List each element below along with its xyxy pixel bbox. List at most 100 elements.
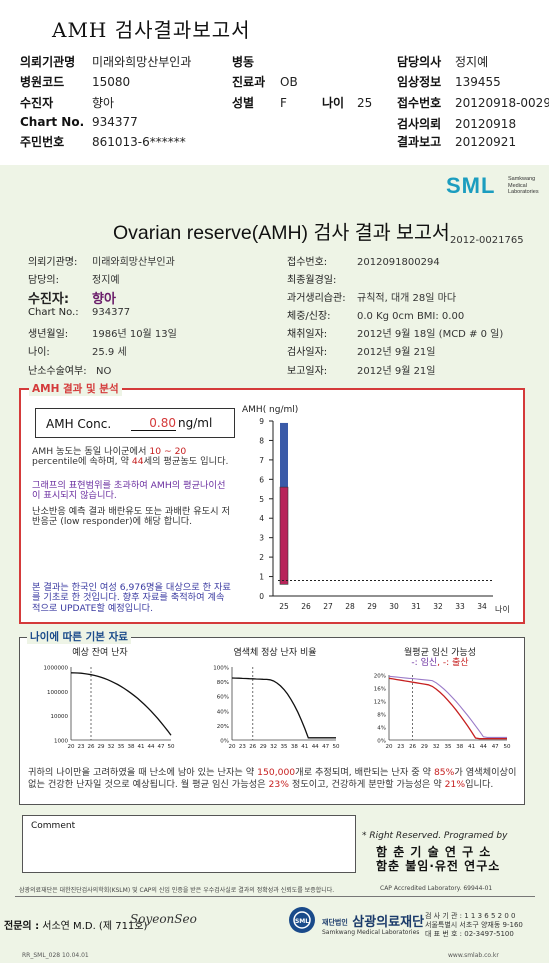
amh-data-source-note: 본 결과는 한국인 여성 6,976명을 대상으로 한 자료를 기초로 한 것입… <box>32 582 231 614</box>
cap-accreditation: CAP Accredited Laboratory. 69944-01 <box>380 885 493 892</box>
mini-y-tick-label: 4% <box>377 726 386 732</box>
mini-y-tick-label: 10000 <box>51 714 69 720</box>
mini-y-tick-label: 20% <box>374 674 386 680</box>
amh-conc-value: 0.80 <box>131 416 176 431</box>
mini-x-tick-label: 23 <box>78 744 85 750</box>
report-field-age: 나이: 25.9 세 <box>28 347 127 358</box>
specialist: 전문의 : 서소연 M.D. (제 711호) <box>4 921 148 932</box>
mini-x-tick-label: 38 <box>456 744 463 750</box>
amh-conc-unit: ng/ml <box>178 416 213 430</box>
report-title: Ovarian reserve(AMH) 검사 결과 보고서 <box>113 222 450 244</box>
foundation-name: 재단법인 삼광의료재단 <box>322 915 425 930</box>
x-tick-label: 29 <box>367 602 377 611</box>
comment-label: Comment <box>31 821 76 831</box>
mini-y-tick-label: 0% <box>220 739 229 745</box>
mini-x-tick-label: 35 <box>445 744 452 750</box>
header-field-reception-no: 접수번호 20120918-00294 <box>397 96 549 110</box>
mini-x-tick-label: 26 <box>88 744 95 750</box>
mini-x-tick-label: 44 <box>480 744 487 750</box>
x-tick-label: 30 <box>389 602 399 611</box>
x-tick-label: 25 <box>279 602 289 611</box>
header-field-ward: 병동 <box>232 55 255 69</box>
report-field-reception-no: 접수번호: 2012091800294 <box>287 257 440 268</box>
mini-x-tick-label: 47 <box>322 744 329 750</box>
x-tick-label: 33 <box>455 602 465 611</box>
mini-x-tick-label: 41 <box>301 744 308 750</box>
y-tick-label: 8 <box>259 436 264 445</box>
header-title: AMH 검사결과보고서 <box>52 18 251 42</box>
mini-x-tick-label: 38 <box>291 744 298 750</box>
mini-x-tick-label: 20 <box>229 744 236 750</box>
amh-conc-label: AMH Conc. <box>46 417 112 431</box>
header-field-doctor: 담당의사 정지예 <box>397 55 489 69</box>
amh-range-note: 그래프의 표현범위를 초과하여 AMH의 평균나이선이 표시되지 않습니다. <box>32 480 226 502</box>
x-tick-label: 32 <box>433 602 443 611</box>
mini-x-tick-label: 35 <box>281 744 288 750</box>
header-field-clinical-info: 임상정보 139455 <box>397 75 501 89</box>
request-header: AMH 검사결과보고서 의뢰기관명 미래와희망산부인과 병동 담당의사 정지예 병원… <box>0 0 549 165</box>
report-field-institution: 의뢰기관명: 미래와희망산부인과 <box>28 257 175 268</box>
foundation-logo-icon: SML <box>289 907 315 933</box>
header-field-test-request: 검사의뢰 20120918 <box>397 117 517 131</box>
mini-x-tick-label: 29 <box>421 744 428 750</box>
header-field-resident-no: 주민번호 861013-6****** <box>20 135 186 149</box>
header-field-department: 진료과 OB <box>232 75 298 89</box>
normal-eggs-line <box>231 677 336 739</box>
mini-y-tick-label: 12% <box>374 700 386 706</box>
report-field-ovary-surgery: 난소수술여부: NO <box>28 366 112 377</box>
report-field-weight-height: 체중/신장: 0.0 Kg 0cm BMI: 0.00 <box>287 311 465 322</box>
rights-notice: * Right Reserved. Programed by <box>362 831 508 841</box>
mini-x-tick-label: 23 <box>239 744 246 750</box>
y-tick-label: 7 <box>259 456 264 465</box>
mini-x-tick-label: 41 <box>138 744 145 750</box>
mini-x-tick-label: 29 <box>98 744 105 750</box>
mini-y-tick-label: 0% <box>377 739 386 745</box>
amh-concentration-box: AMH Conc. 0.80 ng/ml <box>35 408 235 438</box>
mini-x-tick-label: 44 <box>148 744 155 750</box>
y-tick-label: 6 <box>259 475 264 484</box>
mini-y-tick-label: 60% <box>217 695 229 701</box>
header-field-sex: 성별 F <box>232 96 287 110</box>
mini-x-tick-label: 29 <box>260 744 267 750</box>
mini-x-tick-label: 32 <box>108 744 115 750</box>
mini-x-tick-label: 47 <box>158 744 165 750</box>
lab-name-2: 함춘 불임·유전 연구소 <box>376 859 501 873</box>
website: www.smlab.co.kr <box>448 952 499 959</box>
certification-note: 삼광의료재단은 대한진단검사의학회(KSLM) 및 CAP의 신임 인증을 받은… <box>19 887 335 894</box>
form-code: RR_SML_028 10.04.01 <box>22 952 89 959</box>
report-field-doctor: 담당의: 정지예 <box>28 275 120 286</box>
y-tick-label: 2 <box>259 553 264 562</box>
pregnancy-chance-chart: 20% 16% 12% 8% 4% 0%20 23 26 29 32 35 38 41 44 47 50 <box>374 674 511 751</box>
basic-section-title: 나이에 따른 기본 자료 <box>27 629 131 644</box>
report-field-patient: 수진자: 향아 <box>28 292 116 307</box>
y-tick-label: 3 <box>259 534 264 543</box>
foundation-subtitle: Samkwang Medical Laboratories <box>322 929 420 936</box>
pregnancy-chance-title: 월평균 임신 가능성 <box>404 648 476 658</box>
report-field-chart-no: Chart No.: 934377 <box>28 307 131 318</box>
header-field-result-report: 결과보고 20120921 <box>397 135 517 149</box>
mini-x-tick-label: 20 <box>68 744 75 750</box>
amh-section-title: AMH 결과 및 분석 <box>29 381 122 396</box>
mini-x-tick-label: 38 <box>128 744 135 750</box>
mini-x-tick-label: 50 <box>168 744 175 750</box>
header-field-hospital-code: 병원코드 15080 <box>20 75 131 89</box>
mini-y-tick-label: 20% <box>217 724 229 730</box>
x-tick-label: 28 <box>345 602 355 611</box>
mini-x-tick-label: 26 <box>249 744 256 750</box>
mini-x-tick-label: 41 <box>468 744 475 750</box>
mini-y-tick-label: 1000000 <box>44 666 69 672</box>
mini-x-tick-label: 50 <box>504 744 511 750</box>
amh-response-prediction: 난소반응 예측 결과 배란유도 또는 과배란 유도시 저반응군 (low res… <box>32 506 230 528</box>
basic-data-summary: 귀하의 나이만을 고려하였을 때 난소에 남아 있는 난자는 약 150,000… <box>28 767 517 790</box>
mini-x-tick-label: 32 <box>270 744 277 750</box>
chart-plot-area <box>273 421 493 596</box>
mini-y-tick-label: 80% <box>217 680 229 686</box>
pregnancy-line <box>388 675 507 738</box>
comment-box: Comment <box>22 815 356 873</box>
y-tick-label: 9 <box>259 417 264 426</box>
mini-y-tick-label: 40% <box>217 709 229 715</box>
y-tick-label: 0 <box>259 592 264 601</box>
mini-y-tick-label: 8% <box>377 713 386 719</box>
birth-line <box>388 677 507 740</box>
mini-x-tick-label: 44 <box>312 744 319 750</box>
